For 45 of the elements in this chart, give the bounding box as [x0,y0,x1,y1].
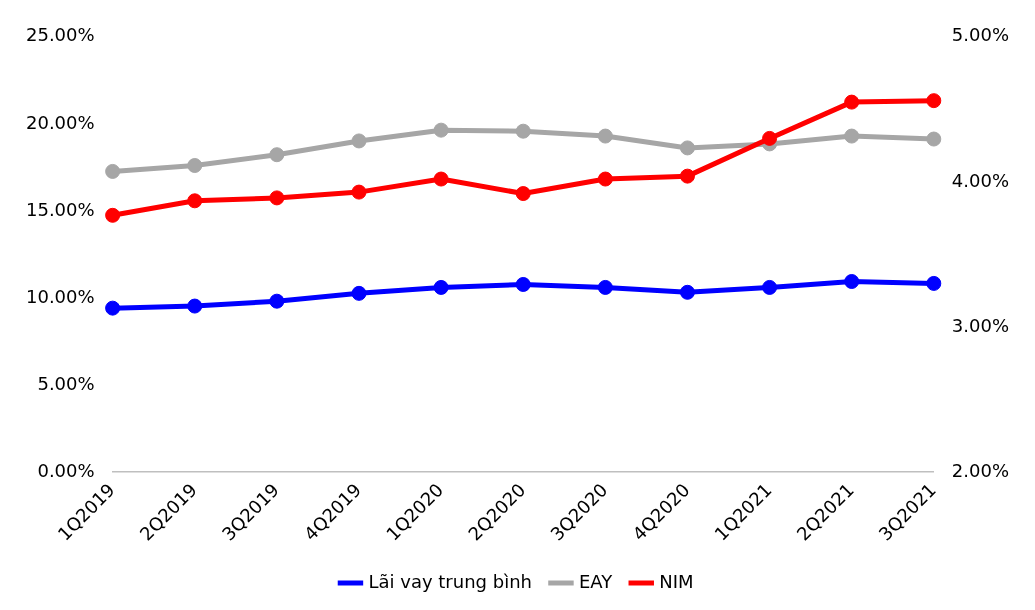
point [679,284,695,300]
point [433,279,449,295]
legend-label: EAY [578,570,614,592]
y-tick-label: 15.00% [25,198,95,220]
point [926,275,942,291]
point [515,276,531,292]
point [269,147,285,163]
y2-tick-label: 5.00% [951,24,1010,46]
y-tick-label: 5.00% [37,372,95,394]
point [597,279,613,295]
point [269,190,285,206]
point [926,93,942,109]
y2-tick-label: 2.00% [951,459,1010,481]
legend-label: Lãi vay trung bình [368,570,532,592]
point [269,293,285,309]
point [433,122,449,138]
point [844,274,860,290]
y2-tick-label: 4.00% [951,169,1010,191]
legend-label: NIM [659,570,694,592]
point [515,186,531,202]
point [105,300,121,316]
point [105,207,121,223]
y2-tick-label: 3.00% [951,314,1010,336]
point [351,133,367,149]
y-tick-label: 0.00% [37,459,95,481]
point [351,184,367,200]
point [597,128,613,144]
y-tick-label: 25.00% [25,24,95,46]
point [597,171,613,187]
point [515,123,531,139]
point [762,130,778,146]
point [433,171,449,187]
point [844,94,860,110]
point [187,158,203,174]
point [351,285,367,301]
y-tick-label: 10.00% [25,285,95,307]
point [187,193,203,209]
point [679,140,695,156]
y-tick-label: 20.00% [25,111,95,133]
point [762,279,778,295]
point [187,298,203,314]
point [926,131,942,147]
point [105,163,121,179]
point [679,168,695,184]
point [844,128,860,144]
